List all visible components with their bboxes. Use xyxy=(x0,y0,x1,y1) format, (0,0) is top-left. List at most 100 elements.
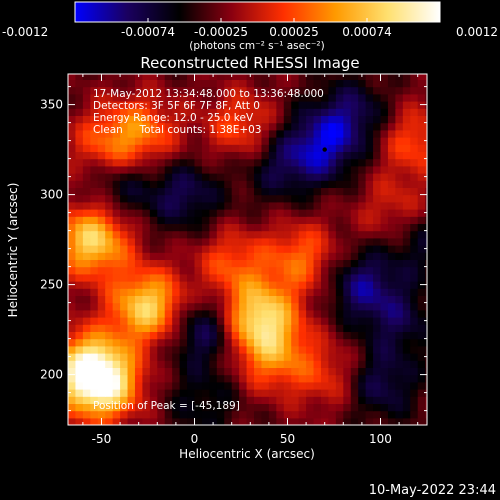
heatmap-cell xyxy=(387,302,396,311)
heatmap-cell xyxy=(97,353,106,361)
heatmap-cell xyxy=(380,151,389,160)
heatmap-cell xyxy=(358,223,367,232)
heatmap-cell xyxy=(172,137,181,145)
heatmap-cell xyxy=(209,216,218,224)
heatmap-cell xyxy=(298,273,307,282)
heatmap-cell xyxy=(373,389,382,397)
heatmap-cell xyxy=(82,252,91,260)
heatmap-cell xyxy=(90,173,99,181)
heatmap-cell xyxy=(306,122,315,131)
heatmap-cell xyxy=(380,302,389,311)
heatmap-cell xyxy=(97,338,106,347)
heatmap-cell xyxy=(149,374,158,383)
heatmap-cell xyxy=(127,79,136,88)
heatmap-cell xyxy=(164,216,173,224)
heatmap-cell xyxy=(425,288,427,296)
heatmap-cell xyxy=(246,252,255,260)
heatmap-cell xyxy=(112,245,121,253)
heatmap-cell xyxy=(90,93,99,102)
heatmap-cell xyxy=(254,223,263,232)
heatmap-cell xyxy=(68,317,77,325)
heatmap-cell xyxy=(358,194,367,203)
heatmap-cell xyxy=(387,281,396,289)
heatmap-cell xyxy=(82,122,91,131)
heatmap-cell xyxy=(276,223,285,232)
heatmap-cell xyxy=(246,331,255,340)
heatmap-cell xyxy=(283,266,292,275)
heatmap-cell xyxy=(358,209,367,217)
heatmap-cell xyxy=(350,367,359,376)
heatmap-cell xyxy=(268,317,277,325)
heatmap-cell xyxy=(172,338,181,347)
heatmap-cell xyxy=(313,129,322,138)
heatmap-cell xyxy=(194,137,203,145)
heatmap-cell xyxy=(395,129,404,138)
heatmap-cell xyxy=(328,295,337,304)
heatmap-cell xyxy=(209,410,218,419)
heatmap-cell xyxy=(358,115,367,124)
heatmap-cell xyxy=(291,144,300,152)
heatmap-cell xyxy=(231,237,240,246)
heatmap-cell xyxy=(201,165,210,174)
colorbar: -0.0012 -0.00074 -0.00025 0.00025 0.00074 0.0… xyxy=(2,1,498,52)
heatmap-cell xyxy=(164,288,173,296)
heatmap-cell xyxy=(90,245,99,253)
heatmap-cell xyxy=(380,223,389,232)
heatmap-cell xyxy=(187,108,196,116)
heatmap-cell xyxy=(209,86,218,95)
heatmap-cell xyxy=(380,252,389,260)
heatmap-cell xyxy=(335,74,344,80)
heatmap-cell xyxy=(201,281,210,289)
heatmap-cell xyxy=(187,201,196,210)
heatmap-cell xyxy=(172,144,181,152)
heatmap-cell xyxy=(187,158,196,167)
heatmap-cell xyxy=(254,266,263,275)
heatmap-cell xyxy=(231,331,240,340)
heatmap-cell xyxy=(246,86,255,95)
heatmap-cell xyxy=(231,259,240,268)
heatmap-cell xyxy=(164,79,173,88)
heatmap-cell xyxy=(283,273,292,282)
heatmap-cells xyxy=(68,74,427,425)
heatmap-cell xyxy=(261,93,270,102)
heatmap-cell xyxy=(298,396,307,404)
heatmap-cell xyxy=(164,194,173,203)
heatmap-cell xyxy=(402,417,411,425)
heatmap-cell xyxy=(254,309,263,318)
heatmap-cell xyxy=(387,252,396,260)
heatmap-cell xyxy=(164,237,173,246)
heatmap-cell xyxy=(313,396,322,404)
heatmap-cell xyxy=(328,360,337,368)
heatmap-cell xyxy=(68,367,77,376)
x-tick-label: 50 xyxy=(280,432,295,446)
heatmap-cell xyxy=(112,374,121,383)
heatmap-cell xyxy=(239,74,248,80)
heatmap-cell xyxy=(194,324,203,332)
heatmap-cell xyxy=(380,144,389,152)
heatmap-cell xyxy=(90,266,99,275)
heatmap-cell xyxy=(320,216,330,224)
heatmap-cell xyxy=(201,381,210,390)
heatmap-cell xyxy=(209,252,218,260)
heatmap-cell xyxy=(201,295,210,304)
heatmap-cell xyxy=(112,216,121,224)
heatmap-cell xyxy=(82,331,91,340)
heatmap-cell xyxy=(298,122,307,131)
heatmap-cell xyxy=(194,101,203,109)
heatmap-cell xyxy=(373,108,382,116)
heatmap-cell xyxy=(328,396,337,404)
heatmap-cell xyxy=(112,79,121,88)
heatmap-cell xyxy=(254,331,263,340)
heatmap-cell xyxy=(350,230,359,239)
heatmap-cell xyxy=(231,302,240,311)
heatmap-cell xyxy=(410,259,419,268)
heatmap-cell xyxy=(380,165,389,174)
heatmap-cell xyxy=(82,209,91,217)
heatmap-cell xyxy=(231,129,240,138)
heatmap-cell xyxy=(90,209,99,217)
heatmap-cell xyxy=(365,223,374,232)
heatmap-cell xyxy=(402,389,411,397)
heatmap-cell xyxy=(75,331,84,340)
heatmap-cell xyxy=(298,129,307,138)
heatmap-cell xyxy=(320,158,330,167)
